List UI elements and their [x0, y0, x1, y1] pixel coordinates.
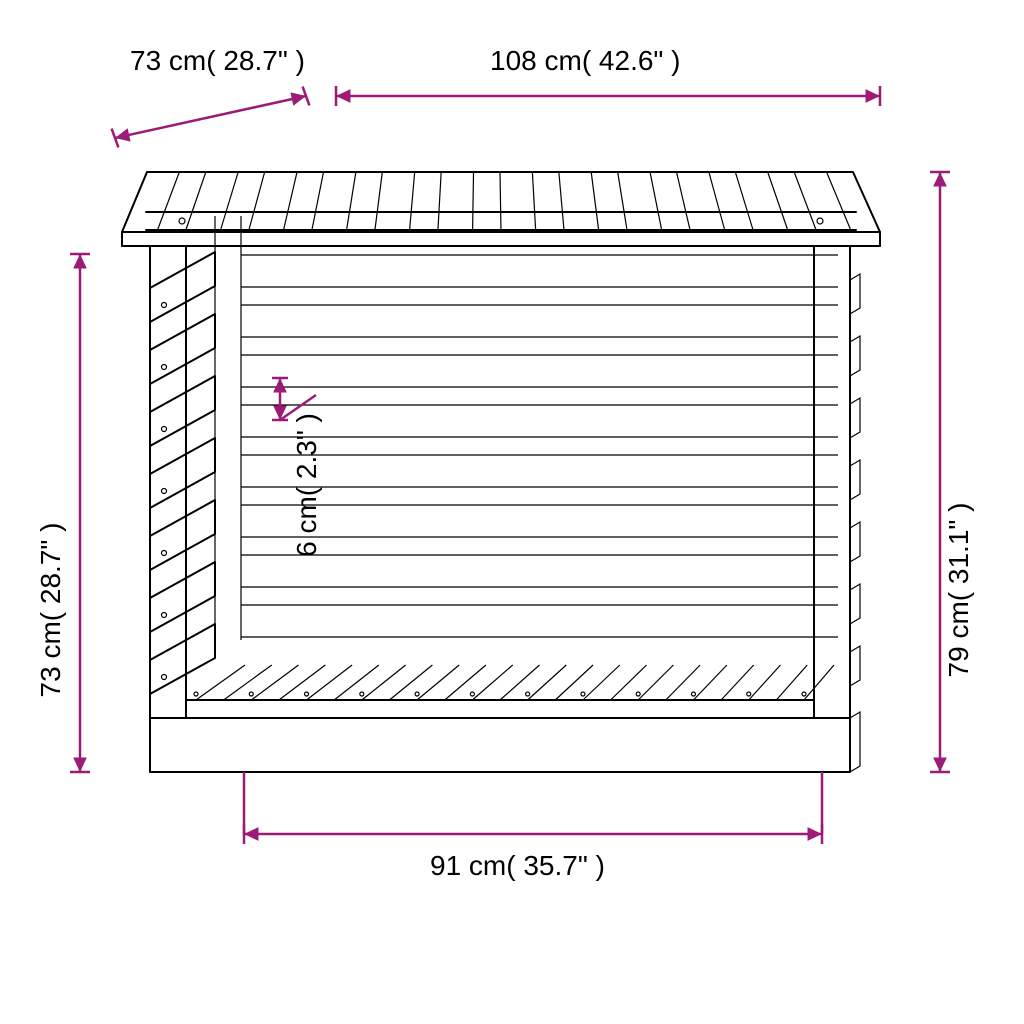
dimension-drawing: 73 cm( 28.7" ) 108 cm( 42.6" ) 73 cm( 28.7… — [0, 0, 1024, 1024]
label-slat-gap: 6 cm( 2.3" ) — [291, 413, 322, 557]
label-depth: 73 cm( 28.7" ) — [130, 45, 305, 76]
label-full-height: 79 cm( 31.1" ) — [943, 503, 974, 678]
label-inner-width: 91 cm( 35.7" ) — [430, 850, 605, 881]
label-front-height: 73 cm( 28.7" ) — [35, 523, 66, 698]
label-roof-width: 108 cm( 42.6" ) — [490, 45, 680, 76]
product-outline — [122, 172, 880, 772]
